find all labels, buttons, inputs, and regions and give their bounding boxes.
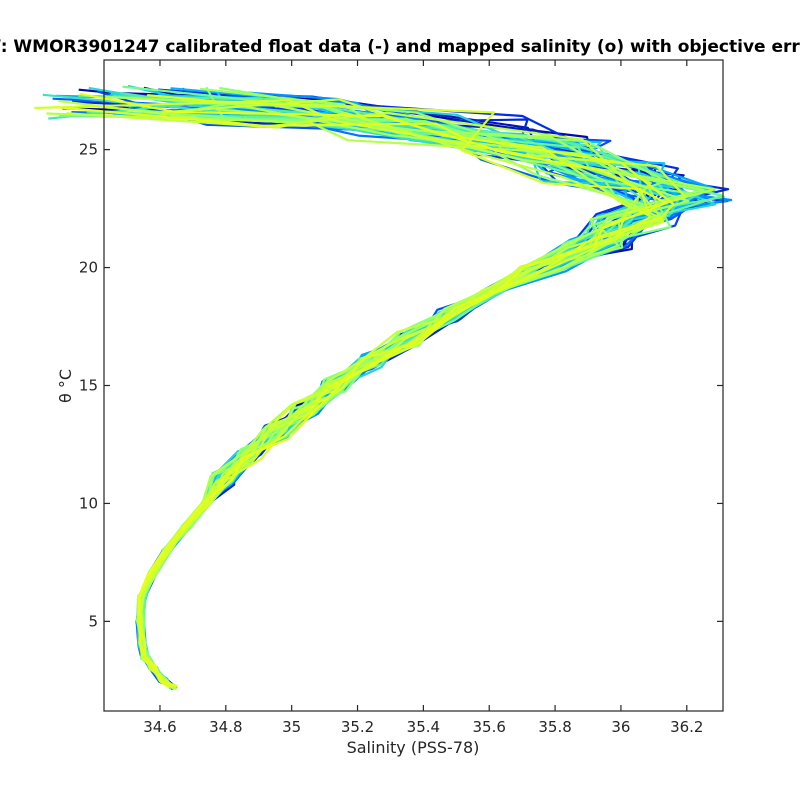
profile-line (112, 111, 691, 688)
profile-line (137, 94, 651, 688)
profile-line (136, 108, 646, 690)
x-tick-label: 35.2 (341, 718, 374, 736)
profile-line (53, 105, 675, 689)
y-tick-label: 20 (79, 259, 98, 277)
x-axis-label: Salinity (PSS-78) (347, 738, 480, 757)
y-axis-label: θ °C (56, 369, 75, 403)
profile-line (139, 111, 676, 689)
x-tick-label: 35 (282, 718, 301, 736)
profile-lines (34, 84, 733, 691)
x-tick-label: 35.6 (473, 718, 506, 736)
y-tick-label: 25 (79, 141, 98, 159)
x-tick-label: 34.8 (209, 718, 242, 736)
profile-line (136, 102, 707, 688)
x-tick-label: 35.4 (407, 718, 440, 736)
y-tick-label: 5 (88, 612, 98, 630)
plot-frame (103, 59, 724, 712)
chart-title: OW: WMOR3901247 calibrated float data (-… (0, 37, 800, 57)
y-tick-label: 10 (79, 494, 98, 512)
x-axis: 34.6 34.8 35 35.2 35.4 35.6 35.8 36 36.2 (143, 60, 703, 736)
profile-line (106, 106, 672, 689)
profile-line (128, 96, 644, 688)
y-tick-label: 15 (79, 377, 98, 395)
y-axis: 5 10 15 20 25 (79, 141, 723, 630)
profile-line (66, 112, 666, 687)
x-tick-label: 35.8 (538, 718, 571, 736)
profile-line (58, 99, 662, 687)
x-tick-label: 36 (611, 718, 630, 736)
profile-line (140, 92, 685, 687)
x-tick-label: 34.6 (143, 718, 176, 736)
profile-line (62, 107, 643, 691)
x-tick-label: 36.2 (670, 718, 703, 736)
profile-line (79, 92, 668, 688)
profile-line (71, 111, 700, 690)
profile-line (136, 101, 667, 689)
profile-line (97, 104, 653, 687)
